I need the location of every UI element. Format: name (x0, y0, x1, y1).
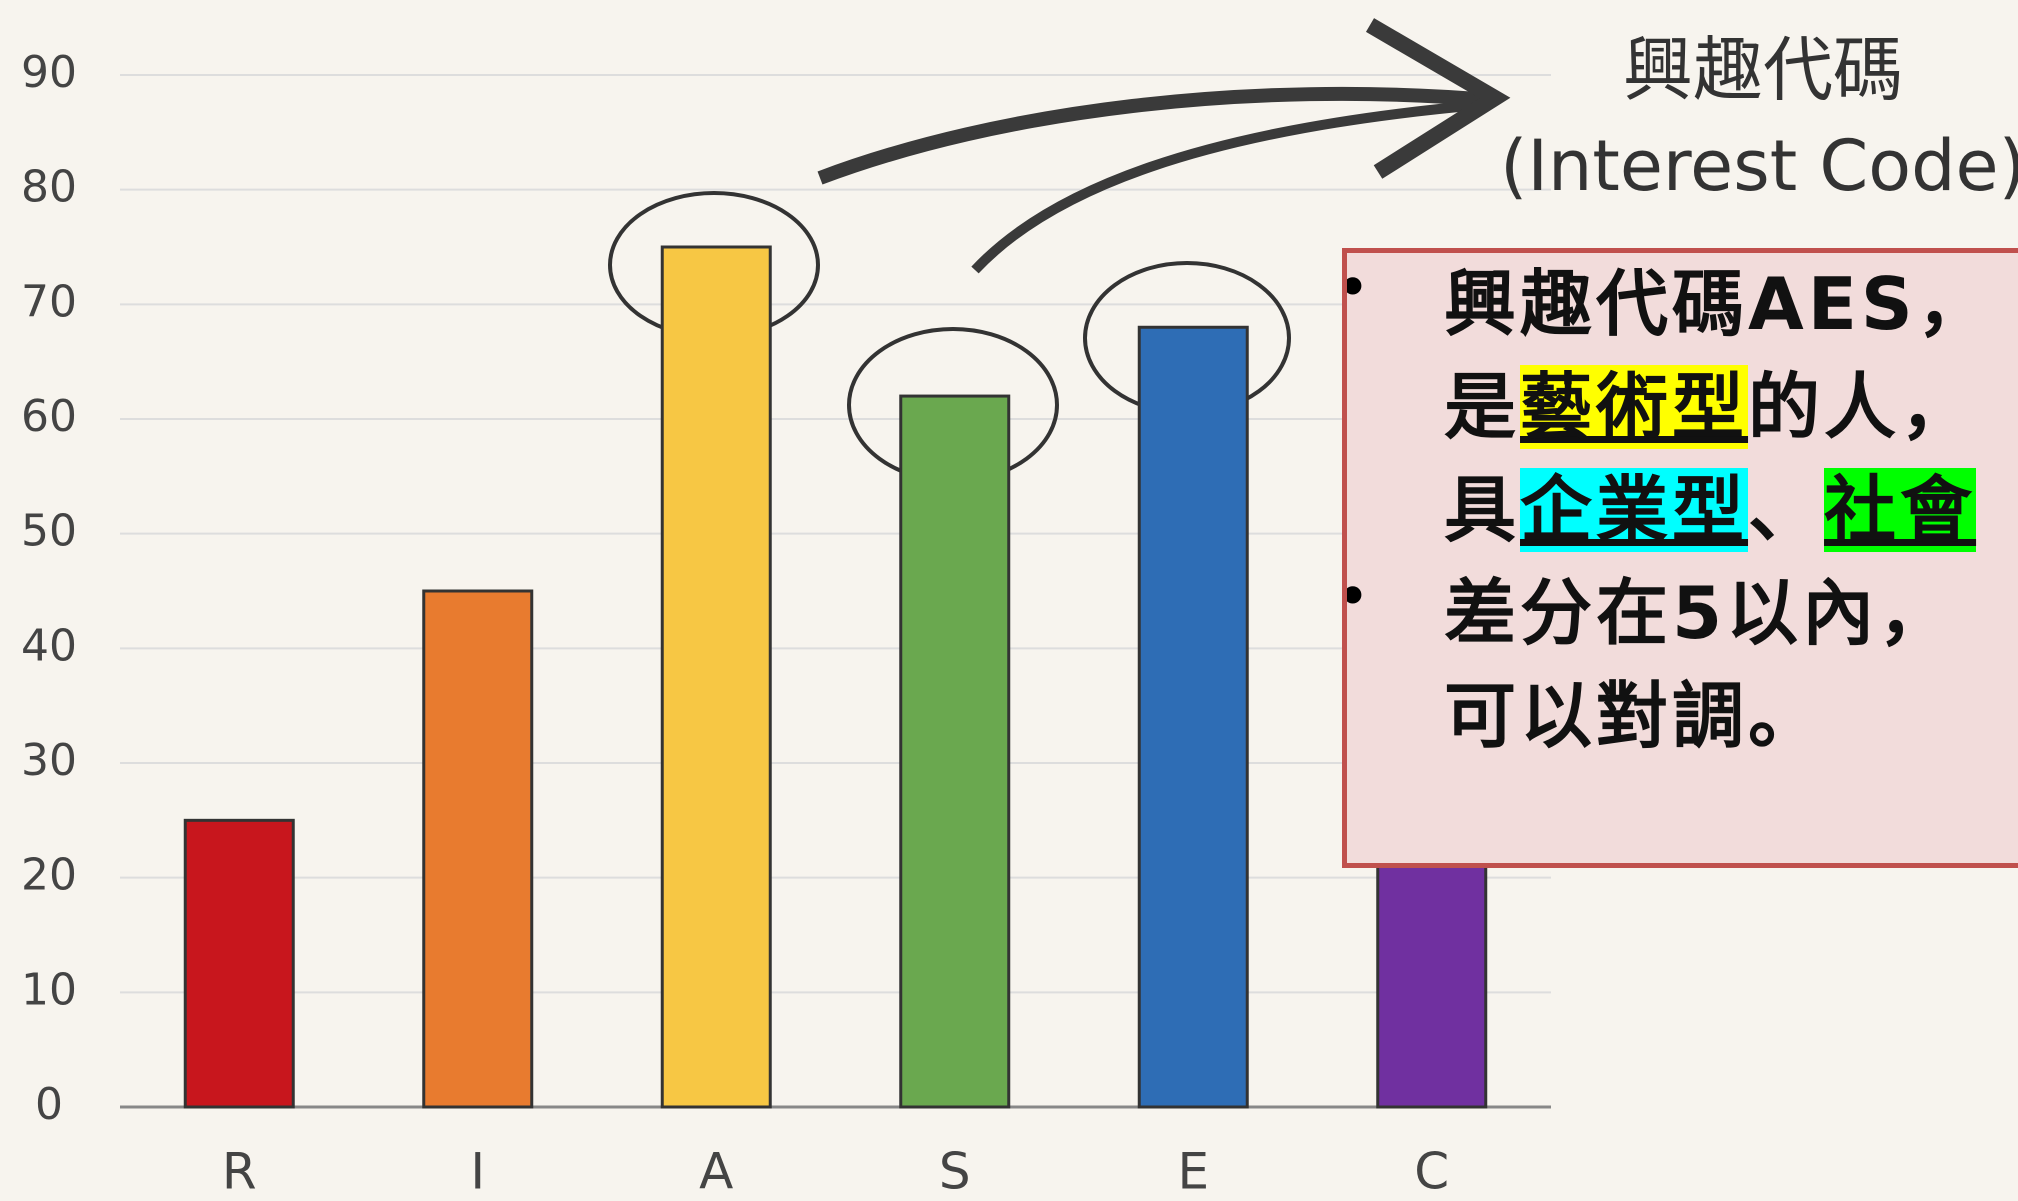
subtitle: (Interest Code) (1500, 125, 2018, 207)
text-box: 興趣代碼AES，是藝術型的人，具企業型、社會差分在5以內，可以對調。 (1342, 248, 2018, 868)
arrow (817, 86, 1491, 185)
text-line: 可以對調。 (1444, 665, 2018, 768)
text: 具 (1444, 468, 1521, 552)
y-tick-label: 30 (21, 735, 77, 786)
decor (608, 18, 1511, 483)
y-tick-label: 40 (21, 620, 77, 671)
y-tick-label: 70 (21, 276, 77, 327)
bar (1137, 325, 1249, 1109)
text-line: 差分在5以內， (1444, 562, 2018, 665)
text: 的人， (1748, 365, 1977, 449)
highlight: 社會 (1824, 468, 1977, 552)
bullet: 差分在5以內， 可以對調。 (1347, 562, 2018, 768)
y-tick-label: 10 (21, 964, 77, 1015)
x-tick-label: A (699, 1143, 733, 1201)
highlight: 企業型 (1520, 468, 1749, 552)
text: 差分在5以內， (1444, 571, 1955, 655)
bar (660, 245, 772, 1109)
title: 興趣代碼 (1623, 29, 1903, 111)
text: 是 (1444, 365, 1521, 449)
text-line: 興趣代碼AES， (1444, 253, 2018, 356)
y-tick-label: 90 (21, 47, 77, 98)
text-line: 是藝術型的人， (1444, 356, 2018, 459)
text: 可以對調。 (1444, 674, 1825, 758)
text: 興趣代碼AES， (1444, 262, 1993, 346)
bar (899, 394, 1011, 1109)
text-line: 具企業型、社會 (1444, 459, 2018, 562)
y-tick-label: 20 (21, 850, 77, 901)
x-tick-label: I (470, 1143, 485, 1201)
x-tick-label: S (939, 1143, 971, 1201)
x-tick-label: C (1414, 1143, 1449, 1201)
highlight: 藝術型 (1520, 365, 1749, 449)
x-tick-label: E (1177, 1143, 1209, 1201)
bar (422, 589, 534, 1109)
y-tick-label: 60 (21, 391, 77, 442)
bar (183, 818, 295, 1109)
arrow-head (1365, 18, 1511, 179)
y-tick-label: 0 (35, 1079, 63, 1130)
y-tick-label: 50 (21, 506, 77, 557)
bullet: 興趣代碼AES，是藝術型的人，具企業型、社會 (1347, 253, 2018, 562)
y-tick-label: 80 (21, 162, 77, 213)
arrow (971, 100, 1481, 274)
text: 、 (1748, 468, 1825, 552)
x-tick-label: R (222, 1143, 257, 1201)
